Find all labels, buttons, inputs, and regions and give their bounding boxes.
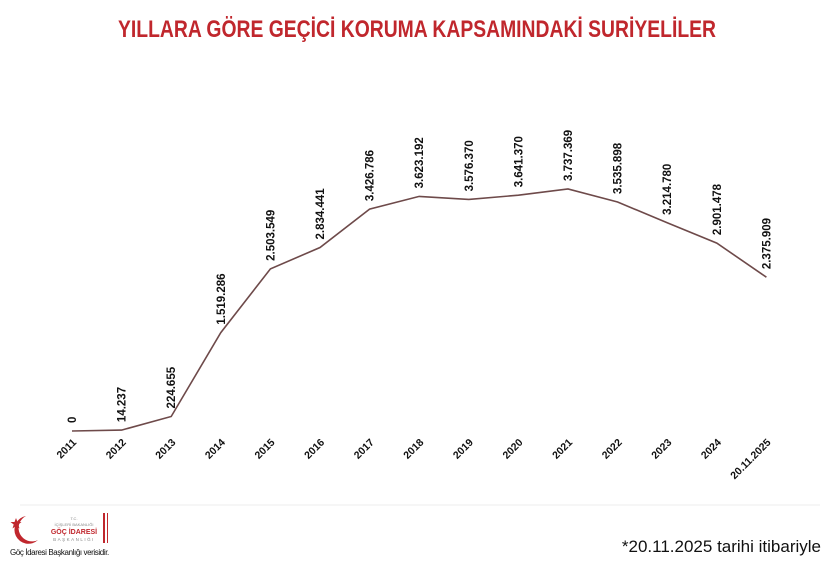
x-tick-label: 2022 [600,437,625,462]
data-label: 3.641.370 [513,136,525,187]
data-label: 224.655 [166,366,178,408]
x-tick-label: 2023 [649,437,674,462]
data-label: 14.237 [117,387,129,422]
data-label: 3.623.192 [414,137,426,188]
data-label: 2.901.478 [712,183,724,235]
svg-text:BAŞKANLIĞI: BAŞKANLIĞI [53,536,95,542]
x-tick-label: 2018 [401,437,426,462]
svg-text:GÖÇ İDARESİ: GÖÇ İDARESİ [51,527,97,536]
chart-title: YILLARA GÖRE GEÇİCİ KORUMA KAPSAMINDAKİ … [118,16,716,43]
source-caption: Göç İdaresi Başkanlığı verisidir. [10,548,109,557]
footnote: *20.11.2025 tarihi itibariyle [621,537,821,556]
data-label: 2.503.549 [265,210,277,261]
data-label: 1.519.286 [216,273,228,324]
goc-idaresi-logo: T.C. İÇİŞLERİ BAKANLIĞI GÖÇ İDARESİ BAŞK… [8,510,118,562]
data-label: 3.576.370 [464,140,476,191]
x-tick-label: 2017 [352,437,377,462]
x-tick-label: 2020 [501,437,526,462]
x-tick-label: 2014 [203,437,228,462]
x-tick-label: 2012 [104,437,129,462]
data-label: 2.375.909 [761,218,773,269]
data-label: 0 [67,417,79,423]
x-tick-label: 2024 [699,437,724,462]
x-tick-label: 2015 [253,437,278,462]
data-label: 3.535.898 [613,142,625,194]
x-tick-label: 20.11.2025 [728,437,773,482]
x-tick-label: 2019 [451,437,476,462]
data-label: 2.834.441 [315,188,327,240]
data-label: 3.426.786 [365,150,377,201]
data-label: 3.214.780 [662,164,674,215]
x-tick-label: 2011 [55,437,80,462]
x-tick-label: 2013 [153,437,178,462]
svg-text:T.C.: T.C. [70,516,77,521]
data-label: 3.737.369 [563,130,575,181]
svg-text:İÇİŞLERİ BAKANLIĞI: İÇİŞLERİ BAKANLIĞI [55,522,94,527]
series-line [71,188,767,432]
x-tick-label: 2021 [550,437,575,462]
x-tick-label: 2016 [302,437,327,462]
